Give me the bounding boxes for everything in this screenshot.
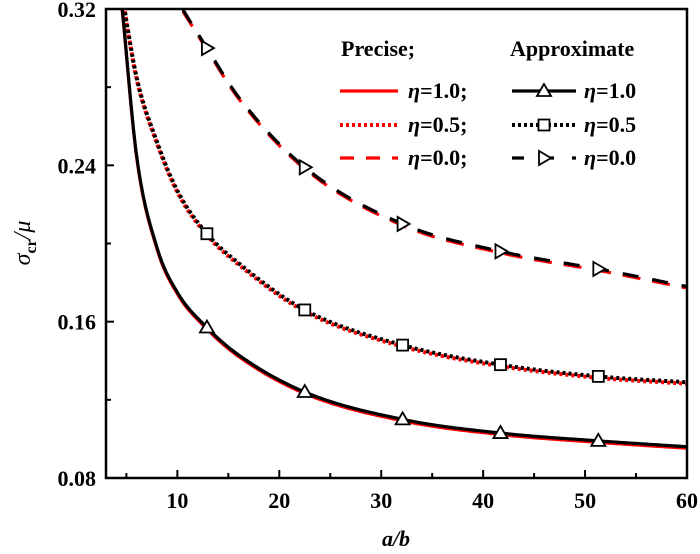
legend-label-precise: η=0.0; xyxy=(408,145,467,170)
legend-label-precise: η=1.0; xyxy=(408,78,467,103)
x-tick-label: 10 xyxy=(166,488,188,513)
tick-layer: 10 20 30 40 50 60 0.08 0.16 0.24 0.32 xyxy=(58,0,699,513)
legend-label-approx: η=0.5 xyxy=(584,112,636,137)
legend-header-approximate: Approximate xyxy=(510,36,634,61)
svg-text:σcr/μ: σcr/μ xyxy=(10,221,40,266)
x-tick-label: 20 xyxy=(268,488,290,513)
legend-label-approx: η=0.0 xyxy=(584,145,636,170)
y-tick-label: 0.16 xyxy=(58,310,97,335)
legend-marker-square xyxy=(537,118,551,132)
x-tick-label: 40 xyxy=(472,488,494,513)
x-tick-label: 50 xyxy=(574,488,596,513)
y-tick-label: 0.24 xyxy=(58,153,97,178)
legend-marker-triangle-right xyxy=(538,149,553,167)
y-axis-title-sigma: σ xyxy=(10,252,36,265)
data-point-marker-triangle-up xyxy=(198,318,216,334)
data-point-marker-square xyxy=(200,227,214,241)
legend-label-approx: η=1.0 xyxy=(584,78,636,103)
y-tick-label: 0.32 xyxy=(58,0,97,22)
data-point-marker-triangle-up xyxy=(296,383,314,398)
marker-layer xyxy=(198,39,608,447)
legend-header-precise: Precise; xyxy=(341,36,415,61)
data-point-marker-triangle-up xyxy=(394,410,412,426)
y-axis-title-tail: /μ xyxy=(10,221,36,242)
x-tick-label: 60 xyxy=(676,488,698,513)
x-axis-title: a/b xyxy=(382,526,410,551)
data-point-marker-triangle-right xyxy=(396,215,412,233)
data-point-marker-triangle-right xyxy=(201,39,216,57)
x-tick-label: 30 xyxy=(370,488,392,513)
data-point-marker-triangle-right xyxy=(592,260,608,278)
legend-marker-triangle-up xyxy=(535,82,553,97)
data-point-marker-triangle-up xyxy=(491,424,510,439)
data-point-marker-square xyxy=(298,303,312,317)
y-tick-label: 0.08 xyxy=(58,466,97,491)
y-axis-title-subscript: cr xyxy=(23,239,40,253)
data-point-marker-triangle-right xyxy=(298,158,314,176)
data-point-marker-triangle-right xyxy=(494,242,510,260)
data-point-marker-triangle-up xyxy=(589,432,607,447)
data-point-marker-square xyxy=(591,369,605,383)
legend: Precise; Approximate η=1.0; η=0.5; η=0.0; η… xyxy=(340,36,636,170)
y-axis-title: σcr/μ xyxy=(10,221,40,266)
legend-label-precise: η=0.5; xyxy=(408,112,467,137)
data-point-marker-square xyxy=(494,358,507,372)
data-point-marker-square xyxy=(396,338,410,352)
